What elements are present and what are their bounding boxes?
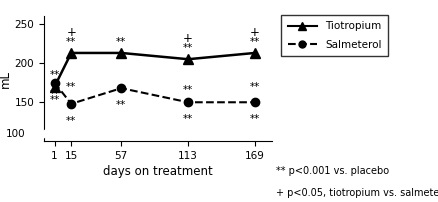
Text: +: + <box>183 32 193 45</box>
Text: **: ** <box>183 114 193 124</box>
Text: + p<0.05, tiotropium vs. salmeterol: + p<0.05, tiotropium vs. salmeterol <box>276 188 438 198</box>
Text: **: ** <box>66 82 76 93</box>
Text: **: ** <box>49 89 60 99</box>
Y-axis label: mL: mL <box>0 70 11 88</box>
Text: **: ** <box>116 100 127 110</box>
Text: **: ** <box>250 82 260 92</box>
Text: 100: 100 <box>6 129 25 139</box>
Text: **: ** <box>116 37 127 47</box>
Text: **: ** <box>183 43 193 53</box>
Text: +: + <box>250 26 260 39</box>
Legend: Tiotropium, Salmeterol: Tiotropium, Salmeterol <box>281 15 388 56</box>
Text: +: + <box>66 26 76 39</box>
Text: **: ** <box>49 70 60 80</box>
Text: ** p<0.001 vs. placebo: ** p<0.001 vs. placebo <box>276 166 389 176</box>
Text: **: ** <box>49 95 60 105</box>
Text: **: ** <box>250 114 260 124</box>
Text: **: ** <box>183 85 193 95</box>
Text: **: ** <box>66 116 76 126</box>
Text: **: ** <box>66 37 76 47</box>
X-axis label: days on treatment: days on treatment <box>103 165 212 178</box>
Text: **: ** <box>250 37 260 47</box>
